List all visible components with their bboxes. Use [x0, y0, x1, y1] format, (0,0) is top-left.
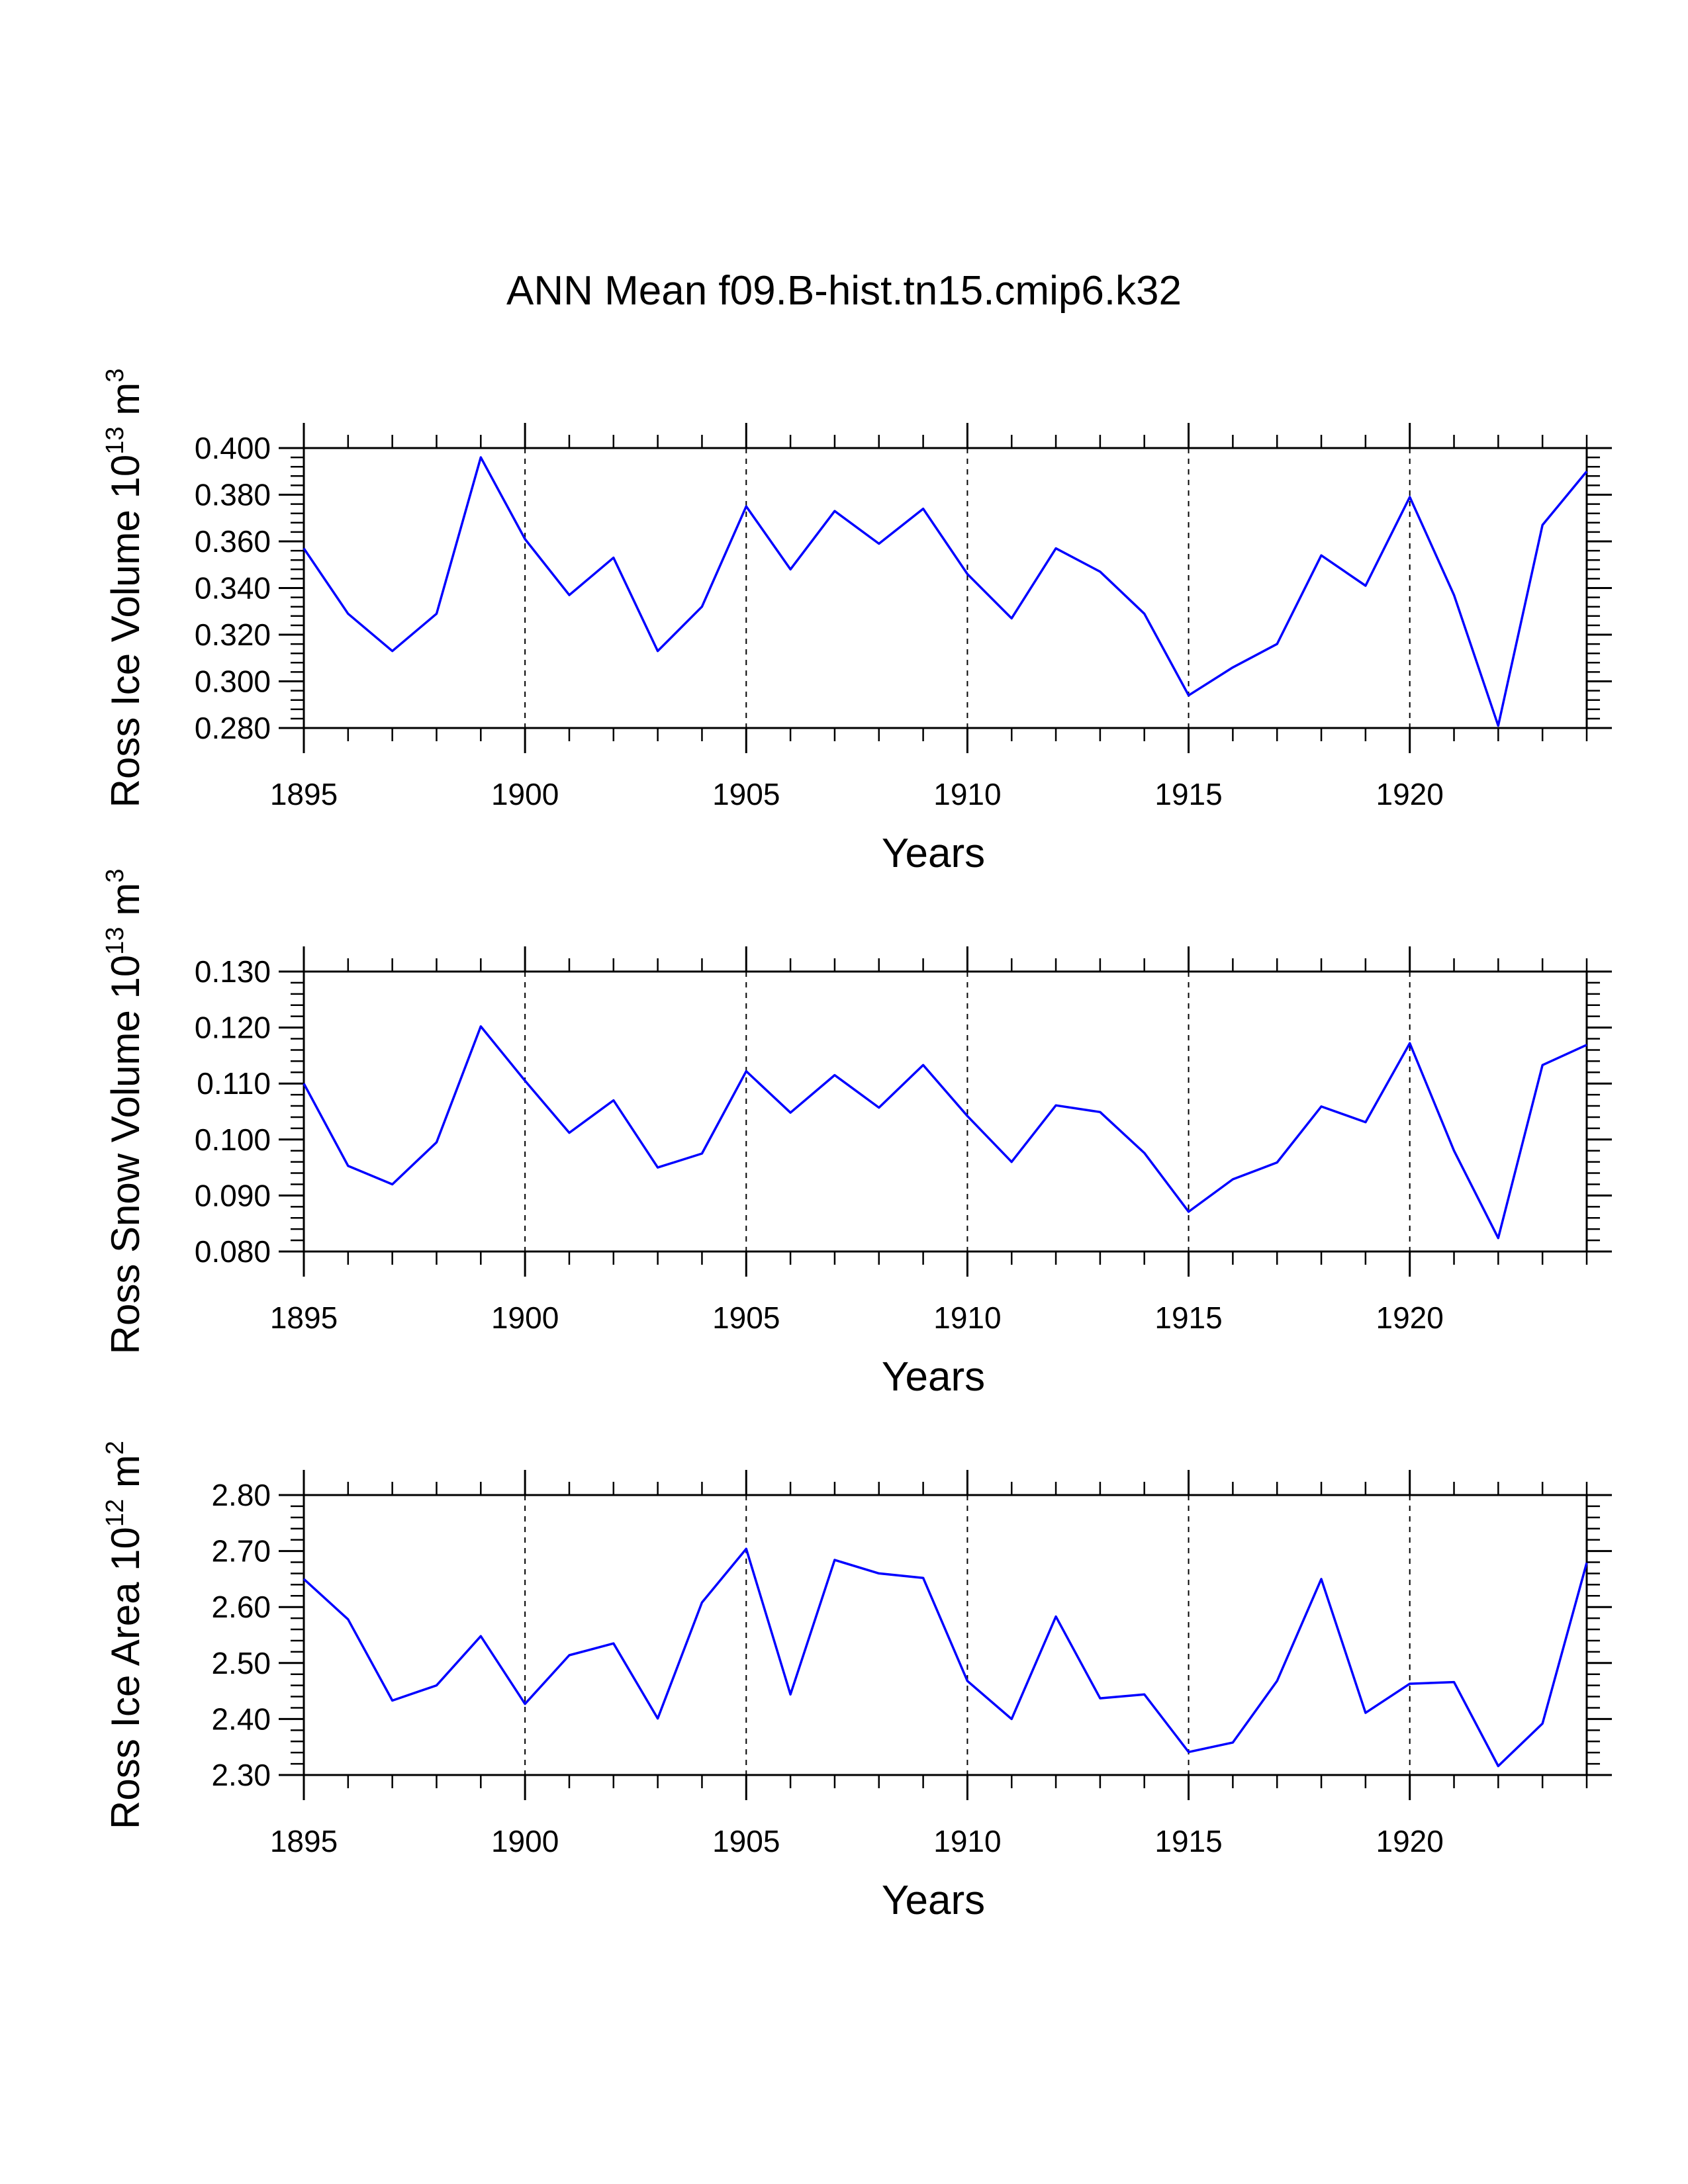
y-tick-label: 0.360 — [195, 524, 271, 559]
x-tick-label-1920: 1920 — [1376, 1824, 1444, 1858]
x-tick-label-1905: 1905 — [712, 1824, 780, 1858]
y-tick-label: 0.090 — [195, 1178, 271, 1212]
x-tick-label-1920: 1920 — [1376, 777, 1444, 811]
plot-frame — [303, 1494, 1588, 1776]
x-tick-label-1900: 1900 — [491, 777, 559, 811]
y-axis-title: Ross Ice Volume 1013 m3 — [101, 369, 148, 808]
y-tick-label: 0.120 — [195, 1011, 271, 1045]
x-tick-label-1920: 1920 — [1376, 1300, 1444, 1335]
y-tick-label: 0.280 — [195, 711, 271, 745]
y-axis-title: Ross Ice Area 1012 m2 — [101, 1441, 148, 1829]
panel-1: 1895 1900 1905 1910 1915 1920 0.280 0.300 0.320 0… — [101, 369, 1612, 876]
plots: 1895 1900 1905 1910 1915 1920 0.280 0.300 0.320 0… — [101, 369, 1612, 1923]
y-tick-label: 0.110 — [197, 1066, 271, 1101]
x-axis-title: Years — [882, 831, 985, 876]
plot-frame — [303, 447, 1588, 729]
y-tick-label: 0.320 — [195, 617, 271, 652]
panel-3: 1895 1900 1905 1910 1915 1920 2.30 2.40 2.50 2.60… — [101, 1441, 1612, 1923]
y-tick-label: 2.60 — [211, 1590, 271, 1624]
series-line-2 — [303, 1025, 1587, 1240]
y-tick-label: 0.130 — [195, 954, 271, 989]
x-tick-label-1895: 1895 — [270, 1824, 338, 1858]
x-tick-label-1915: 1915 — [1154, 1300, 1222, 1335]
x-axis-title: Years — [882, 1354, 985, 1400]
x-tick-label-1915: 1915 — [1154, 1824, 1222, 1858]
y-axis-title: Ross Snow Volume 1013 m3 — [101, 869, 148, 1355]
y-tick-label: 0.340 — [195, 571, 271, 606]
x-axis-title: Years — [882, 1878, 985, 1923]
y-tick-label: 2.70 — [211, 1534, 271, 1569]
y-tick-label: 0.300 — [195, 664, 271, 699]
x-tick-label-1905: 1905 — [712, 777, 780, 811]
x-tick-label-1910: 1910 — [933, 1824, 1001, 1858]
x-tick-label-1915: 1915 — [1154, 777, 1222, 811]
series-line-3 — [303, 1547, 1588, 1768]
y-tick-label: 0.100 — [195, 1122, 271, 1157]
x-tick-label-1910: 1910 — [933, 1300, 1001, 1335]
y-tick-label: 0.400 — [195, 431, 271, 465]
x-tick-label-1900: 1900 — [491, 1300, 559, 1335]
plot-frame — [303, 970, 1588, 1253]
x-tick-label-1895: 1895 — [270, 1300, 338, 1335]
figure-title: ANN Mean f09.B-hist.tn15.cmip6.k32 — [506, 268, 1182, 314]
series-line-1 — [303, 456, 1588, 727]
y-tick-label: 2.30 — [211, 1758, 271, 1792]
y-tick-label: 0.380 — [195, 478, 271, 512]
y-tick-label: 2.80 — [211, 1478, 271, 1512]
panel-2: 1895 1900 1905 1910 1915 1920 0.080 0.090 0.100 0… — [101, 869, 1612, 1400]
x-tick-label-1900: 1900 — [491, 1824, 559, 1858]
x-tick-label-1905: 1905 — [712, 1300, 780, 1335]
y-tick-label: 0.080 — [195, 1234, 271, 1269]
y-tick-label: 2.40 — [211, 1702, 271, 1736]
x-tick-label-1895: 1895 — [270, 777, 338, 811]
x-tick-label-1910: 1910 — [933, 777, 1001, 811]
y-tick-label: 2.50 — [211, 1646, 271, 1680]
